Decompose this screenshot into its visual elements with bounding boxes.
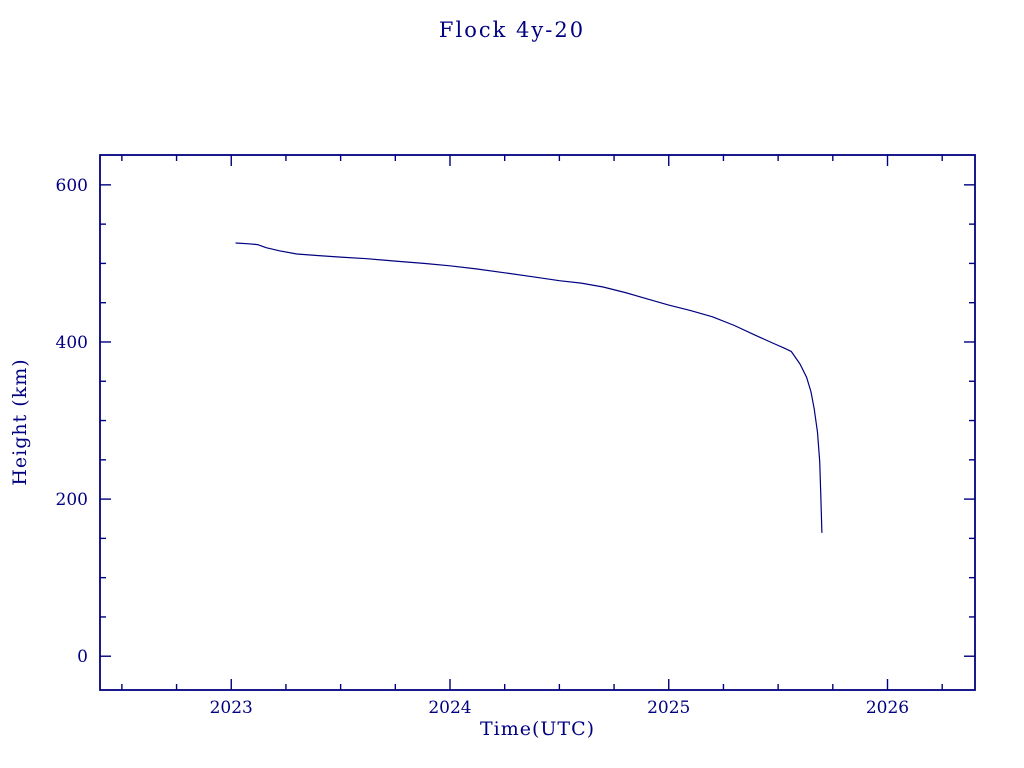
y-tick-label: 200 — [56, 490, 88, 510]
x-tick-label: 2026 — [866, 698, 909, 718]
y-tick-label: 600 — [56, 176, 88, 196]
x-tick-label: 2025 — [647, 698, 690, 718]
x-tick-label: 2024 — [428, 698, 471, 718]
y-tick-label: 0 — [77, 647, 88, 667]
plot-border — [99, 154, 976, 691]
chart-title: Flock 4y-20 — [438, 18, 586, 42]
height-series-line — [235, 242, 823, 533]
x-axis-label: Time(UTC) — [479, 718, 596, 740]
x-tick-label: 2023 — [210, 698, 253, 718]
y-tick-label: 400 — [56, 333, 88, 353]
